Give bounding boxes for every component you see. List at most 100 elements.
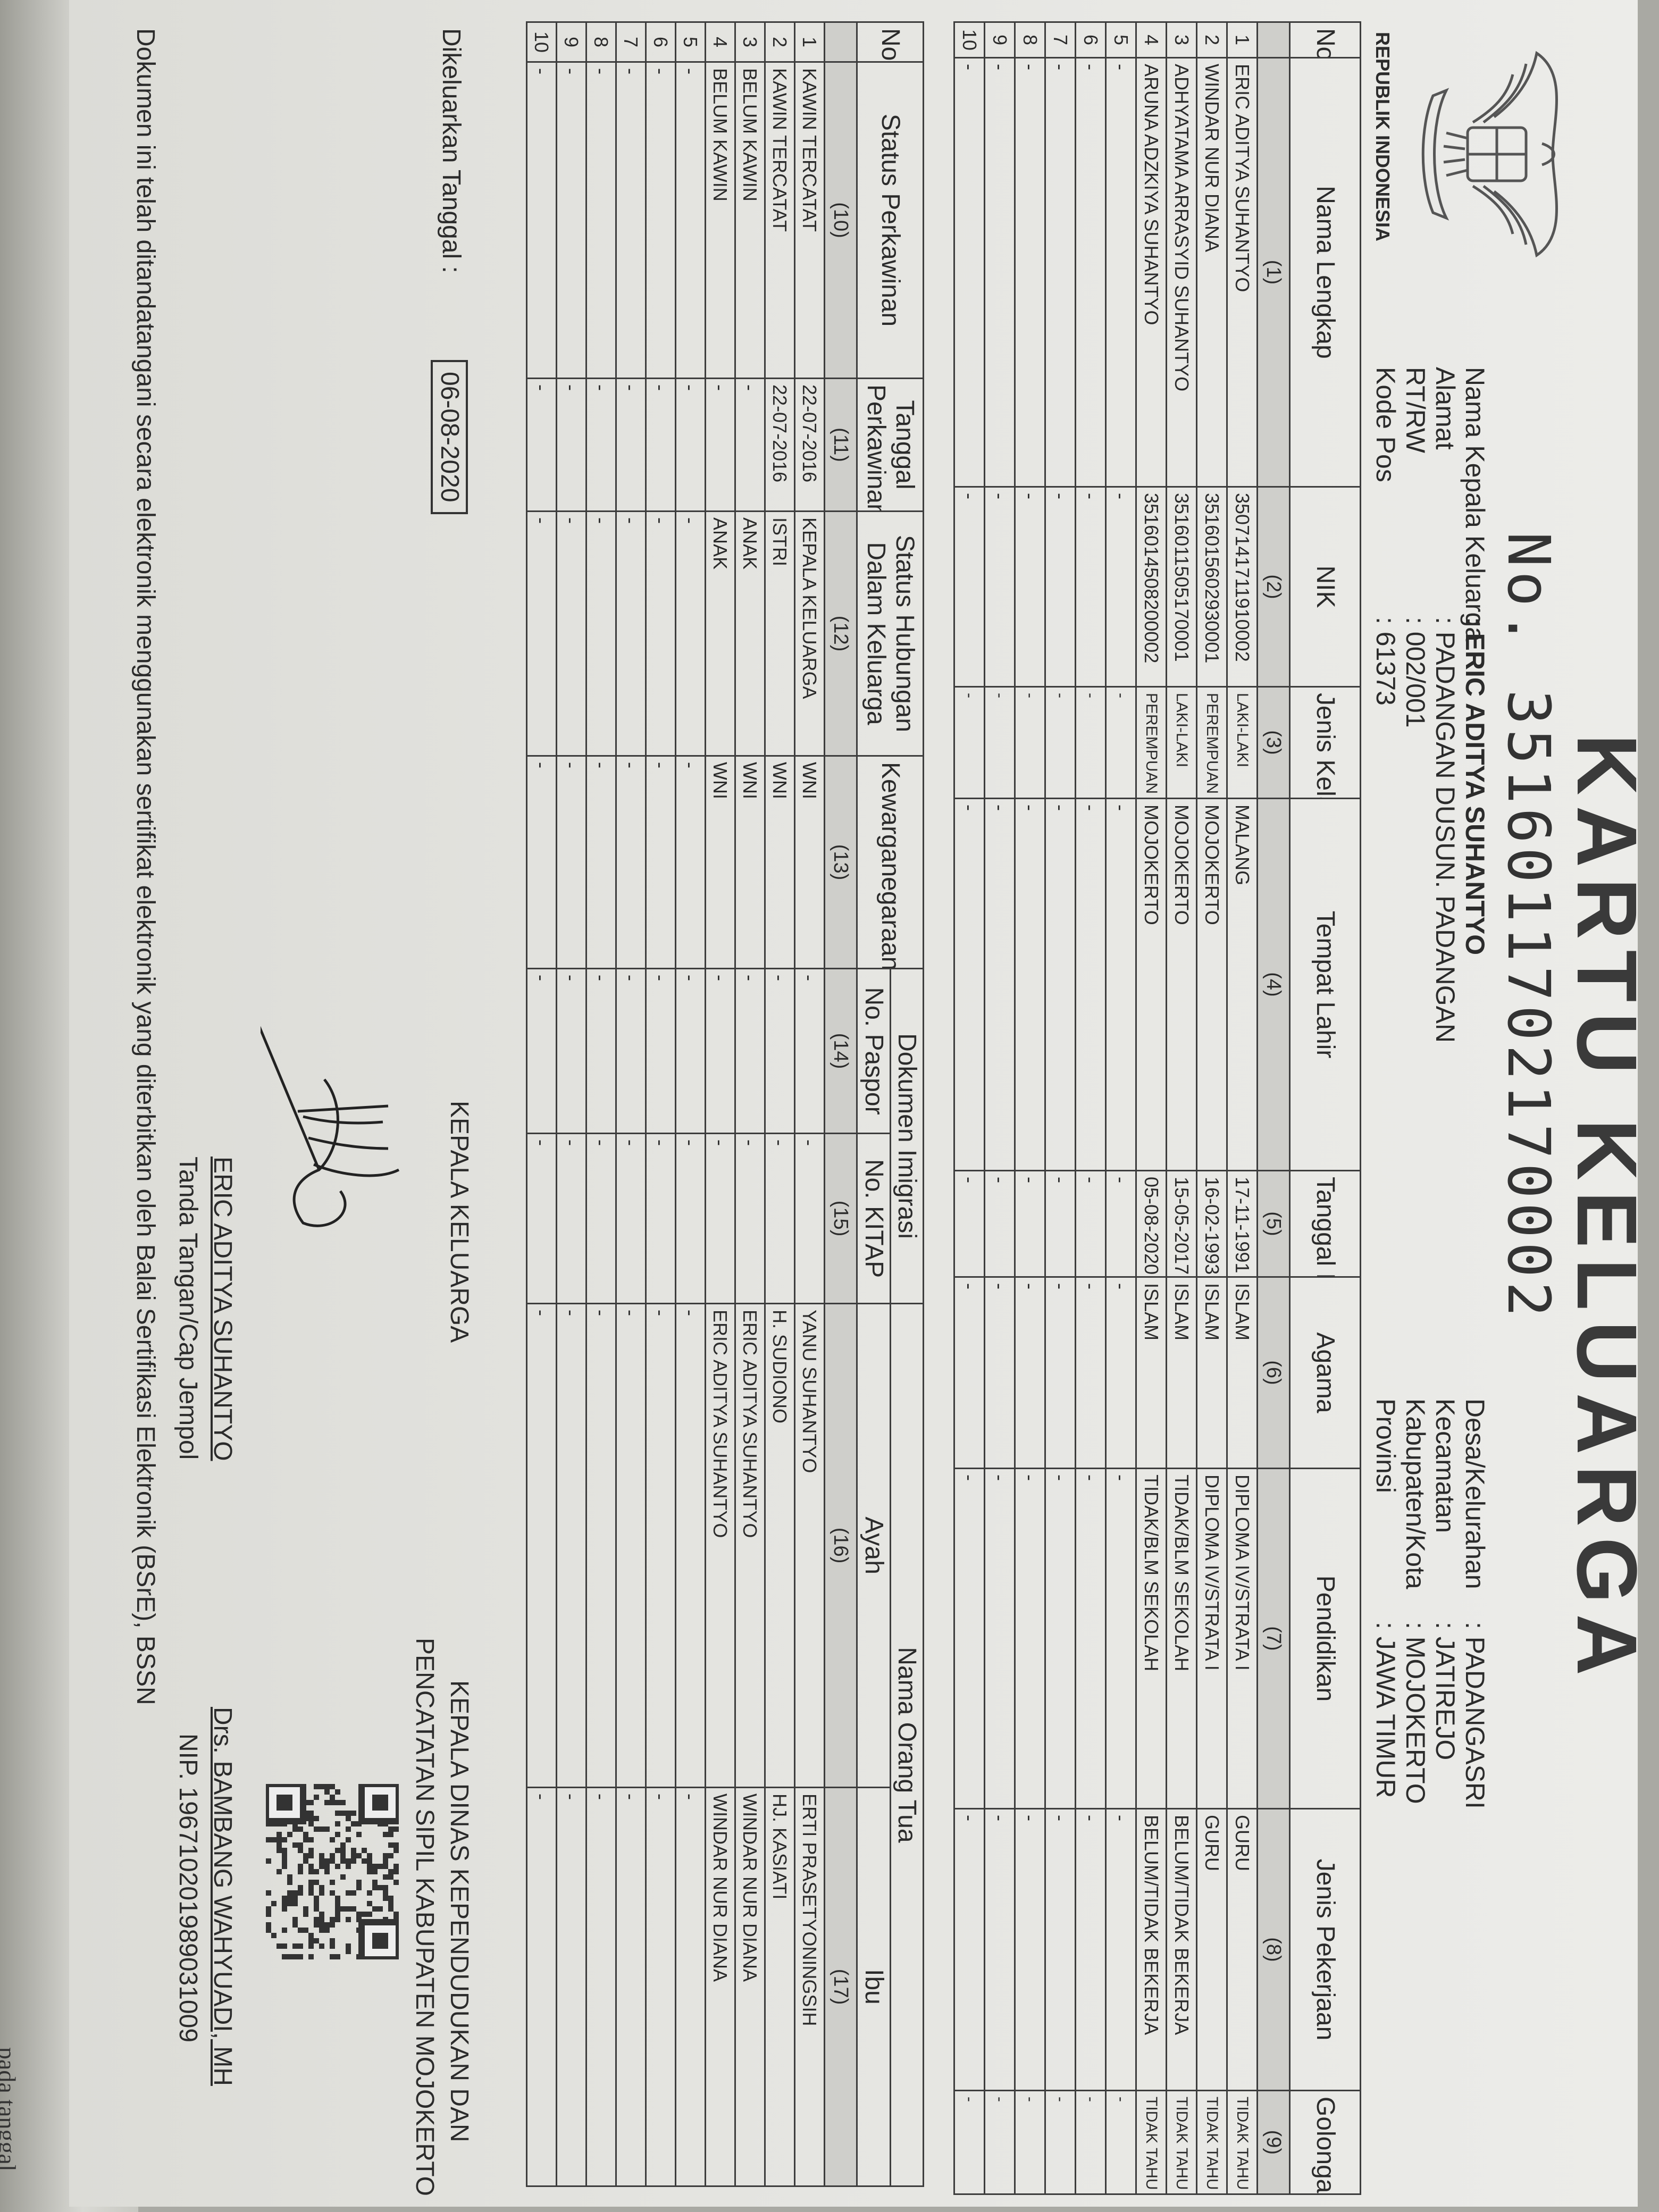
table-cell: -	[1105, 798, 1136, 1171]
table-cell: 8	[1015, 22, 1045, 58]
table-cell: -	[1015, 1277, 1045, 1469]
table-row: 10- - - - - - - -	[526, 22, 557, 2186]
column-group-header: Nama Orang Tua	[890, 1303, 924, 2186]
table-cell: -	[556, 756, 586, 969]
table-row: 6---------	[1075, 22, 1106, 2194]
table-cell: TIDAK TAHU	[1196, 2090, 1227, 2194]
column-number: (1)	[1257, 57, 1290, 487]
table-cell: WNI	[794, 756, 825, 969]
info-value: : ERIC ADITYA SUHANTYO	[1460, 617, 1490, 956]
info-row-village: Desa/Kelurahan: PADANGASRI	[1460, 1398, 1490, 1809]
table-cell: -	[616, 1303, 646, 1788]
info-row-head-name: Nama Kepala Keluarga: ERIC ADITYA SUHANT…	[1460, 367, 1490, 1043]
info-row-rtrw: RT/RW: 002/001	[1401, 367, 1430, 1043]
column-header: Kewarganegaraan	[857, 756, 924, 969]
table-cell: -	[794, 968, 825, 1134]
table-row: 2 KAWIN TERCATAT 22-07-2016 ISTRI WNI - - H. SU…	[765, 22, 795, 2186]
electronic-signature-disclaimer: Dokumen ini telah ditandatangani secara …	[131, 28, 160, 1705]
table-row: 10- - - - - - - - -	[954, 22, 985, 2194]
column-number: (7)	[1257, 1468, 1290, 1809]
table-cell: -	[1105, 1468, 1136, 1809]
head-info: Nama Kepala Keluarga: ERIC ADITYA SUHANT…	[1371, 367, 1490, 1043]
table-cell: -	[646, 1303, 676, 1788]
column-header: Status Hubungan Dalam Keluarga	[857, 511, 924, 756]
table-cell: H. SUDIONO	[765, 1303, 795, 1788]
column-group-header: Dokumen Imigrasi	[890, 968, 924, 1304]
table-cell: 8	[586, 22, 616, 62]
table-cell: 6	[646, 22, 676, 62]
signature-icon	[261, 978, 400, 1227]
column-header: Tanggal Lahir	[1289, 1170, 1361, 1277]
table-cell: 17-11-1991	[1227, 1170, 1258, 1277]
table-cell: 3516015602930001	[1196, 487, 1227, 687]
table-cell: 2	[765, 22, 795, 62]
table-cell: -	[705, 968, 735, 1134]
head-name: ERIC ADITYA SUHANTYO	[208, 1157, 237, 1461]
table-cell: -	[954, 57, 985, 487]
table-cell: -	[735, 378, 765, 512]
column-header: Golongan Darah	[1289, 2090, 1361, 2194]
table-cell: -	[794, 1133, 825, 1304]
office-line-2: PENCATATAN SIPIL KABUPATEN MOJOKERTO	[410, 1638, 439, 2196]
table-row: 8---------	[1015, 22, 1045, 2194]
column-header: No.	[857, 22, 924, 62]
table-cell: ISLAM	[1136, 1277, 1167, 1469]
column-header: Status Perkawinan	[857, 62, 924, 379]
garuda-emblem-icon	[1421, 51, 1558, 258]
table-cell: -	[586, 756, 616, 969]
table-cell: -	[984, 686, 1015, 799]
table-cell: -	[1075, 1808, 1106, 2091]
table-cell: -	[586, 511, 616, 756]
info-row-regency: Kabupaten/Kota: MOJOKERTO	[1401, 1398, 1430, 1809]
table-cell: -	[556, 1303, 586, 1788]
info-value: : 61373	[1371, 617, 1401, 706]
table-cell: -	[526, 968, 557, 1134]
document-title: KARTU KELUARGA	[1560, 734, 1655, 1687]
table-cell: -	[675, 1133, 706, 1304]
column-number: (14)	[824, 968, 857, 1134]
table-cell: LAKI-LAKI	[1227, 686, 1258, 799]
table-cell: -	[616, 62, 646, 379]
table-cell: -	[954, 1808, 985, 2091]
table-cell: -	[526, 378, 557, 512]
table-cell: -	[675, 1787, 706, 2186]
table-cell: -	[586, 1133, 616, 1304]
table-cell: 10	[526, 22, 557, 62]
table-cell: -	[705, 1133, 735, 1304]
table-cell: 1	[794, 22, 825, 62]
table-cell: -	[526, 1133, 557, 1304]
table-cell: -	[1045, 1170, 1076, 1277]
table-row: 3 BELUM KAWIN - ANAK WNI - - ERIC ADITYA SUHANT…	[735, 22, 765, 2186]
column-number	[824, 22, 857, 62]
info-label: Kabupaten/Kota	[1401, 1398, 1430, 1589]
table-row: 5--------	[675, 22, 706, 2186]
table-cell: -	[556, 378, 586, 512]
table-cell: -	[1075, 1170, 1106, 1277]
table-cell: 7	[616, 22, 646, 62]
table-cell: -	[556, 511, 586, 756]
table-cell: -	[1075, 1277, 1106, 1469]
table-cell: -	[1045, 1468, 1076, 1809]
column-number: (15)	[824, 1133, 857, 1304]
column-number: (17)	[824, 1787, 857, 2186]
column-header: Tanggal Perkawinan	[857, 378, 924, 512]
table-cell: -	[1075, 1468, 1106, 1809]
table-cell: 05-08-2020	[1136, 1170, 1167, 1277]
table-cell: -	[616, 511, 646, 756]
table-cell: 9	[984, 22, 1015, 58]
table-cell: -	[1105, 57, 1136, 487]
table-cell: -	[1015, 1468, 1045, 1809]
table-cell: -	[616, 968, 646, 1134]
table-cell: -	[526, 1303, 557, 1788]
official-name: Drs. BAMBANG WAHYUADI, MH	[208, 1707, 237, 2086]
column-number: (13)	[824, 756, 857, 969]
table-cell: -	[984, 1170, 1015, 1277]
table-cell: -	[1105, 1808, 1136, 2091]
emblem-caption: REPUBLIK INDONESIA	[1372, 32, 1394, 242]
table-cell: -	[1075, 57, 1106, 487]
table-cell: TIDAK TAHU	[1227, 2090, 1258, 2194]
table-cell: -	[646, 1133, 676, 1304]
table-cell: -	[705, 378, 735, 512]
table-cell: -	[586, 378, 616, 512]
table-cell: PEREMPUAN	[1196, 686, 1227, 799]
